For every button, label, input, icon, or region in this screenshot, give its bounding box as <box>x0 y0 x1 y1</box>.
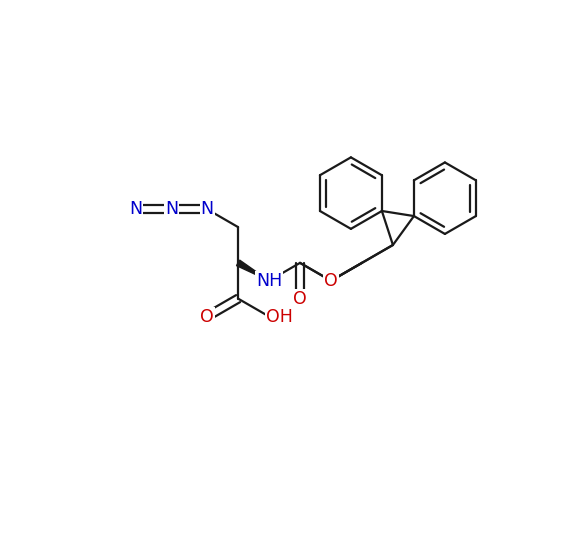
Polygon shape <box>237 260 269 281</box>
Text: O: O <box>293 289 307 308</box>
Text: N: N <box>129 200 142 218</box>
Text: OH: OH <box>266 308 293 326</box>
Text: O: O <box>324 272 338 290</box>
Text: NH: NH <box>256 272 282 290</box>
Text: N: N <box>165 200 178 218</box>
Text: O: O <box>200 308 214 326</box>
Text: N: N <box>200 200 214 218</box>
